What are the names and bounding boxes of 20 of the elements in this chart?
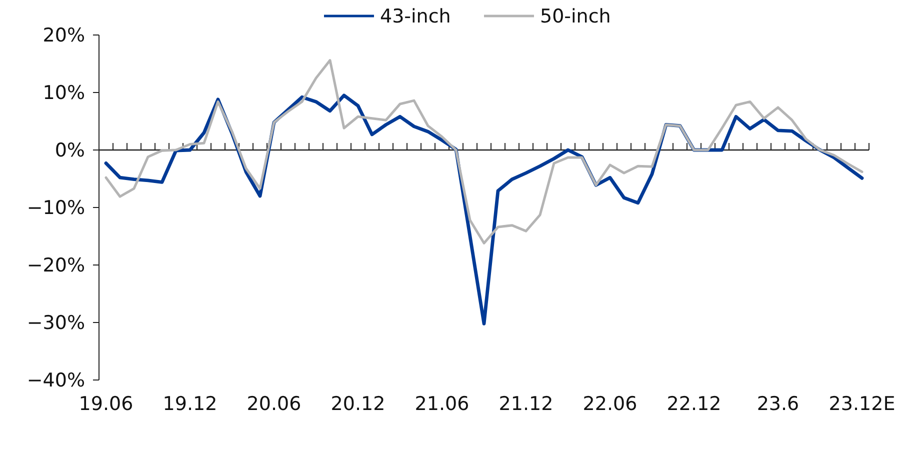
y-tick-label: 0% [54,140,85,162]
y-tick-label: 20% [42,24,85,47]
y-tick-label: −40% [26,370,85,392]
x-tick-label: 21.06 [414,393,470,415]
x-tick-label: 20.12 [330,393,386,415]
x-tick-label: 19.06 [78,393,134,415]
y-tick-label: −10% [26,197,85,220]
x-tick-label: 23.6 [756,393,800,415]
y-tick-label: −30% [26,312,85,334]
line-series [104,59,864,244]
y-tick-label: −20% [26,254,85,277]
legend-label: 43-inch [380,6,451,28]
legend-label: 50-inch [540,6,611,28]
x-tick-label: 20.06 [246,393,302,415]
x-tick-label: 19.12 [162,393,218,415]
x-tick-label: 22.06 [582,393,638,415]
x-tick-label: 21.12 [498,393,554,415]
y-tick-label: 10% [42,82,85,104]
x-tick-label: 22.12 [666,393,722,415]
x-tick-label: 23.12E [828,393,896,415]
